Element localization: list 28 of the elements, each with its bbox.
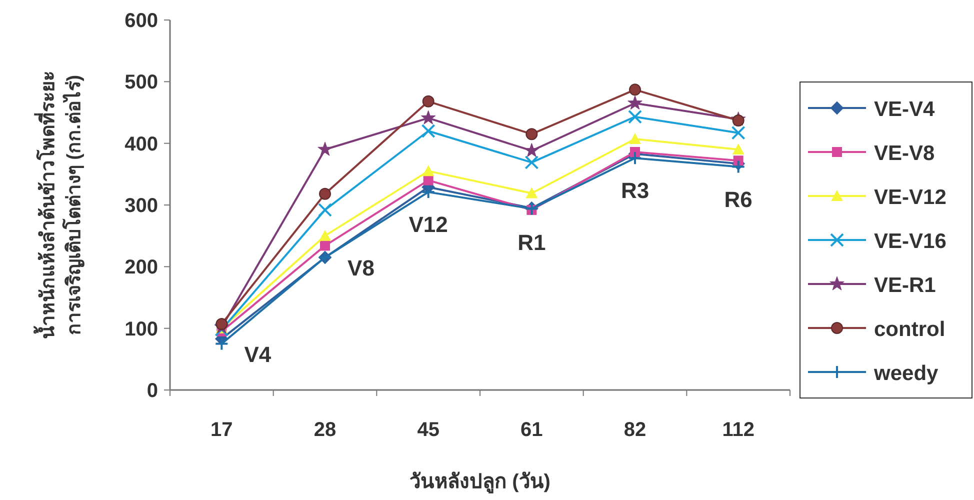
legend-label: VE-V12	[874, 186, 946, 209]
y-tick-label: 200	[124, 256, 158, 279]
y-tick-label: 300	[124, 195, 158, 217]
y-tick-label: 400	[124, 133, 158, 156]
legend-label: weedy	[873, 362, 939, 385]
legend-label: control	[874, 318, 946, 341]
y-tick-label: 100	[124, 318, 158, 340]
annotation: V12	[408, 212, 448, 238]
x-tick-label: 17	[210, 419, 233, 441]
y-tick-label: 500	[124, 72, 158, 94]
legend-label: VE-V4	[874, 98, 936, 121]
x-axis-title: วันหลังปลูก (วัน)	[410, 471, 550, 495]
y-tick-label: 600	[124, 10, 158, 32]
x-tick-label: 45	[417, 419, 440, 441]
y-axis-title: น้ำหนักแห้งลำต้นข้าวโพดที่ระยะ การเจริญเติบโตต่างๆ (กก.ต่อไร่)	[33, 71, 85, 339]
annotation: R3	[620, 178, 650, 204]
x-tick-label: 112	[722, 419, 754, 441]
x-tick-label: 82	[624, 419, 646, 441]
annotation: V8	[348, 255, 374, 280]
legend-label: VE-V16	[874, 230, 946, 253]
x-tick-label: 61	[520, 419, 543, 441]
legend-label: VE-V8	[874, 142, 936, 165]
annotation: R6	[724, 186, 752, 212]
annotation: V4	[244, 342, 272, 367]
x-tick-label: 28	[314, 419, 336, 441]
annotation: R1	[518, 230, 546, 255]
y-tick-label: 0	[146, 380, 158, 402]
legend-label: VE-R1	[874, 274, 936, 297]
